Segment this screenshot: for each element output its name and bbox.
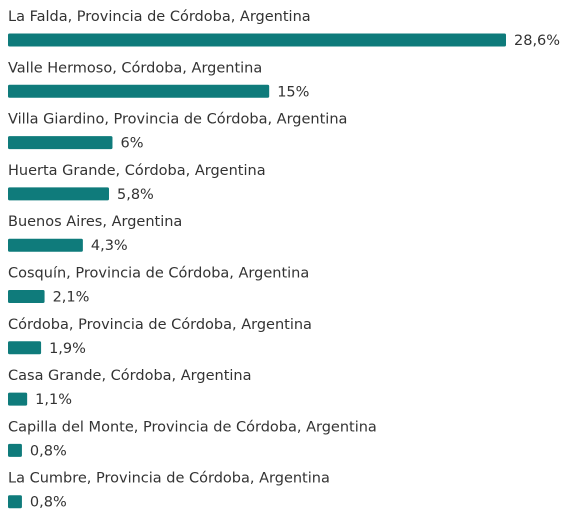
category-label: Casa Grande, Córdoba, Argentina (8, 368, 252, 384)
bar (8, 84, 270, 98)
category-label: Huerta Grande, Córdoba, Argentina (8, 163, 266, 179)
category-label: Villa Giardino, Provincia de Córdoba, Ar… (8, 112, 347, 128)
bar (8, 238, 83, 252)
bar (8, 392, 28, 406)
value-label: 5,8% (117, 187, 154, 203)
category-label: La Falda, Provincia de Córdoba, Argentin… (8, 9, 311, 25)
value-label: 28,6% (514, 33, 560, 49)
bar (8, 443, 22, 457)
value-label: 0,8% (30, 495, 67, 511)
category-label: Buenos Aires, Argentina (8, 214, 182, 230)
value-label: 1,9% (49, 341, 86, 357)
value-label: 0,8% (30, 443, 67, 459)
bar (8, 341, 42, 355)
bar (8, 136, 113, 150)
value-label: 4,3% (91, 238, 128, 254)
category-label: La Cumbre, Provincia de Córdoba, Argenti… (8, 471, 330, 487)
bar (8, 290, 45, 303)
value-label: 15% (277, 84, 309, 100)
category-label: Valle Hermoso, Córdoba, Argentina (8, 60, 262, 76)
bar (8, 187, 109, 201)
value-label: 6% (120, 136, 143, 152)
category-label: Cosquín, Provincia de Córdoba, Argentina (8, 266, 309, 282)
category-label: Capilla del Monte, Provincia de Córdoba,… (8, 419, 377, 435)
value-label: 1,1% (35, 392, 72, 408)
value-label: 2,1% (53, 290, 90, 306)
category-label: Córdoba, Provincia de Córdoba, Argentina (8, 317, 312, 333)
bar (8, 33, 506, 47)
bar (8, 495, 22, 509)
